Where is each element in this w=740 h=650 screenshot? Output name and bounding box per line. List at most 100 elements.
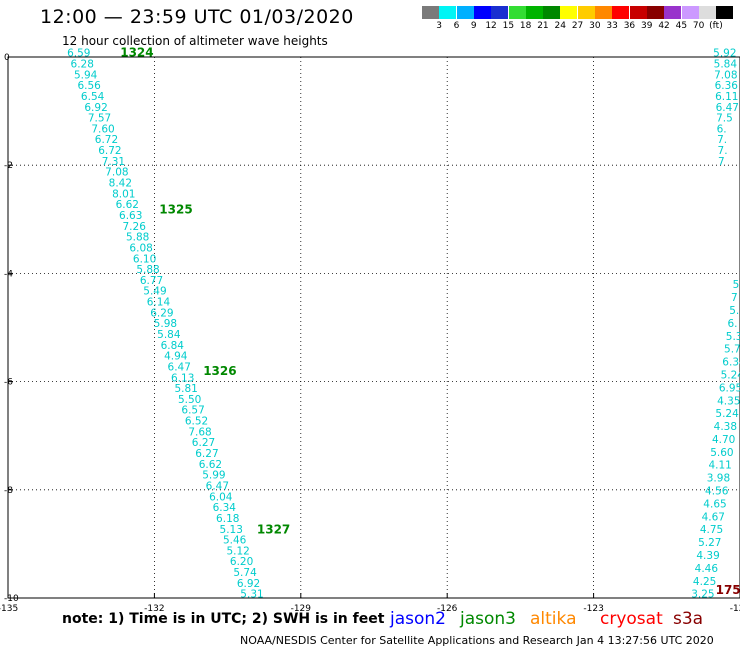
swh-value: 6.72 bbox=[98, 145, 121, 157]
swh-value: 5.12 bbox=[226, 545, 249, 557]
swh-value: 5.84 bbox=[157, 329, 181, 341]
swh-value: 7 bbox=[731, 292, 738, 304]
swh-value: 7.26 bbox=[123, 221, 147, 233]
swh-value: 4.11 bbox=[708, 460, 731, 472]
swh-value: 5.92 bbox=[713, 48, 736, 60]
x-tick-label: -135 bbox=[0, 604, 18, 614]
swh-value: 7. bbox=[717, 134, 727, 146]
swh-value: 4.56 bbox=[705, 486, 729, 498]
legend-label: 33 bbox=[606, 21, 618, 31]
footnote: note: 1) Time is in UTC; 2) SWH is in fe… bbox=[62, 611, 385, 627]
swh-value: 6.13 bbox=[171, 372, 194, 384]
x-tick-label: -129 bbox=[291, 604, 312, 614]
legend-swatch bbox=[698, 6, 716, 19]
legend-swatch bbox=[595, 6, 612, 19]
legend-swatch bbox=[646, 6, 664, 19]
swh-value: 5.31 bbox=[240, 589, 263, 601]
swh-value: 6.72 bbox=[95, 134, 118, 146]
legend-swatch bbox=[456, 6, 474, 19]
swh-value: 5.70 bbox=[724, 344, 740, 356]
swh-value: 4.94 bbox=[164, 351, 188, 363]
y-tick-label: -10 bbox=[4, 594, 19, 604]
swh-value: 6.59 bbox=[67, 48, 90, 60]
legend-label: 27 bbox=[571, 21, 584, 31]
swh-value: 7.31 bbox=[102, 156, 125, 168]
swh-value: 6.36 bbox=[715, 80, 739, 92]
swh-value: 4.38 bbox=[714, 421, 737, 433]
swh-value: 5.84 bbox=[714, 58, 738, 70]
x-tick-label: -120 bbox=[730, 604, 740, 614]
legend-label: 3 bbox=[436, 21, 442, 31]
swh-value: 6.18 bbox=[216, 513, 239, 525]
legend-swatch bbox=[422, 6, 439, 19]
y-tick-label: -8 bbox=[4, 486, 13, 496]
swh-value: 6.11 bbox=[715, 91, 738, 103]
y-tick-label: -4 bbox=[4, 269, 13, 279]
pass-number: 175 bbox=[716, 583, 740, 597]
swh-value: 5.50 bbox=[178, 394, 201, 406]
swh-value: 6.57 bbox=[181, 405, 204, 417]
swh-value: 5.13 bbox=[220, 524, 243, 536]
legend-swatch bbox=[560, 6, 578, 19]
swh-value: 5.88 bbox=[126, 232, 149, 244]
swh-value: 6.56 bbox=[77, 80, 101, 92]
swh-value: 5.60 bbox=[710, 447, 733, 459]
y-tick-label: 0 bbox=[4, 53, 10, 63]
swh-value: 4.65 bbox=[703, 498, 726, 510]
legend-label: 12 bbox=[485, 21, 497, 31]
swh-value: 5.3 bbox=[726, 331, 740, 343]
y-tick-label: -2 bbox=[4, 161, 13, 171]
legend-label: 36 bbox=[623, 21, 636, 31]
legend-label: 9 bbox=[470, 21, 477, 31]
swh-value: 6.63 bbox=[119, 210, 142, 222]
swh-value: 6.95 bbox=[719, 382, 740, 394]
swh-value: 6.14 bbox=[147, 297, 171, 309]
x-tick-label: -126 bbox=[437, 604, 458, 614]
legend-swatch bbox=[525, 6, 543, 19]
swh-value: 5. bbox=[729, 305, 739, 317]
swh-value: 6.28 bbox=[71, 58, 94, 70]
legend-swatch bbox=[491, 6, 509, 19]
legend-label: (ft) bbox=[709, 21, 723, 31]
legend-swatch bbox=[508, 6, 526, 19]
swh-value: 5 bbox=[733, 279, 740, 291]
swh-value: 6.47 bbox=[206, 480, 229, 492]
satellite-jason2: jason2 bbox=[390, 609, 446, 629]
swh-value: 4.35 bbox=[717, 395, 740, 407]
legend-label: 18 bbox=[519, 21, 532, 31]
legend-swatch bbox=[681, 6, 699, 19]
swh-value: 5.94 bbox=[74, 69, 98, 81]
legend-swatch bbox=[439, 6, 457, 19]
legend-swatch bbox=[716, 6, 734, 19]
swh-value: 6.34 bbox=[213, 502, 237, 514]
legend-swatch bbox=[629, 6, 647, 19]
x-tick-label: -123 bbox=[583, 604, 603, 614]
legend-swatch bbox=[543, 6, 561, 19]
swh-value: 4.46 bbox=[695, 563, 719, 575]
swh-value: 6.10 bbox=[133, 253, 156, 265]
legend-swatch bbox=[577, 6, 595, 19]
legend-label: 6 bbox=[453, 21, 460, 31]
swh-value: 3.25 bbox=[691, 589, 714, 601]
swh-value: 8.42 bbox=[109, 178, 132, 190]
legend-label: 24 bbox=[554, 21, 566, 31]
swh-value: 5.98 bbox=[154, 318, 177, 330]
swh-value: 3.98 bbox=[707, 473, 730, 485]
swh-value: 7. bbox=[718, 145, 728, 157]
swh-value: 5.49 bbox=[143, 286, 166, 298]
swh-value: 5.81 bbox=[174, 383, 197, 395]
plot-frame bbox=[7, 56, 740, 599]
legend-label: 39 bbox=[641, 21, 653, 31]
legend-swatch bbox=[473, 6, 491, 19]
pass-number: 1327 bbox=[257, 522, 290, 536]
chart-title: 12:00 — 23:59 UTC 01/03/2020 bbox=[40, 6, 354, 28]
legend-label: 21 bbox=[537, 21, 549, 31]
swh-value: 6. bbox=[717, 123, 727, 135]
swh-value: 6.77 bbox=[140, 275, 163, 287]
swh-value: 6.62 bbox=[199, 459, 222, 471]
swh-value: 6. bbox=[727, 318, 737, 330]
swh-value: 6.47 bbox=[168, 361, 191, 373]
swh-value: 6.29 bbox=[150, 307, 173, 319]
swh-value: 6.34 bbox=[722, 357, 740, 369]
